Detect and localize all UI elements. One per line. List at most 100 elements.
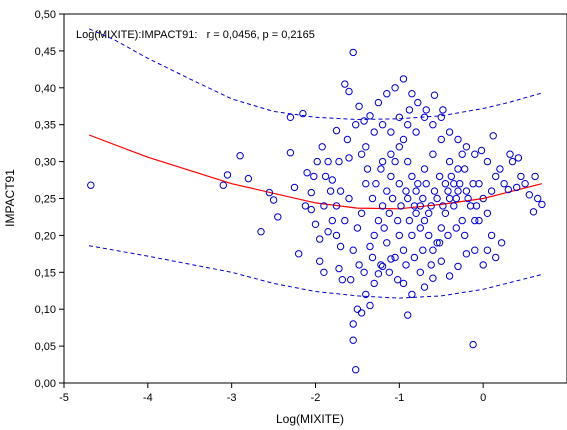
data-point (307, 188, 315, 197)
data-point (286, 113, 295, 122)
data-point (487, 231, 496, 240)
data-point (380, 224, 388, 232)
y-tick-label: 0,10 (35, 304, 56, 316)
data-point (444, 187, 452, 195)
data-point (404, 194, 412, 203)
data-point (320, 202, 328, 210)
data-point (374, 98, 383, 107)
data-point (429, 246, 437, 254)
x-tick-label: -1 (394, 392, 404, 404)
data-point (383, 239, 391, 247)
data-point (394, 276, 402, 284)
data-point (391, 253, 399, 262)
data-point (412, 187, 420, 195)
data-point (355, 261, 363, 269)
data-point (452, 224, 460, 232)
data-point (456, 180, 464, 188)
data-point (366, 112, 374, 120)
data-point (299, 109, 307, 118)
data-point (492, 172, 500, 181)
data-point (357, 309, 366, 317)
data-point (521, 180, 529, 188)
data-point (223, 171, 232, 179)
data-point (326, 187, 335, 195)
data-point (461, 231, 469, 240)
data-point (332, 231, 341, 240)
data-point (399, 279, 408, 288)
data-point (372, 180, 380, 188)
data-point (341, 80, 349, 88)
data-point (378, 202, 387, 210)
data-point (534, 194, 542, 203)
data-point (370, 279, 378, 288)
data-point (538, 200, 546, 209)
data-point (435, 239, 444, 247)
data-point (370, 128, 378, 136)
data-point (420, 216, 429, 225)
data-point (395, 143, 403, 151)
data-point (441, 209, 450, 218)
data-point (483, 246, 492, 254)
data-point (87, 181, 95, 189)
data-point (370, 231, 378, 240)
x-axis-title: Log(MIXITE) (276, 412, 344, 426)
data-point (419, 194, 427, 203)
data-point (404, 157, 412, 166)
y-tick-label: 0,05 (35, 341, 56, 353)
data-point (416, 268, 424, 276)
data-point (378, 262, 387, 271)
data-point (377, 165, 385, 173)
data-point (437, 135, 445, 144)
data-point (335, 264, 343, 273)
data-point (408, 231, 416, 240)
data-point (295, 250, 303, 258)
data-point (492, 253, 500, 262)
data-point (508, 157, 517, 166)
x-tick-label: -2 (311, 392, 321, 404)
data-point (506, 150, 514, 158)
data-point (439, 202, 447, 210)
data-point (345, 87, 353, 96)
fit-curve-line (88, 134, 543, 210)
data-point (404, 121, 412, 129)
data-point (452, 194, 460, 203)
data-point (353, 305, 362, 313)
data-point (433, 194, 441, 203)
data-point (408, 172, 416, 181)
data-point (504, 185, 512, 194)
data-point (360, 117, 368, 125)
data-point (362, 180, 370, 188)
data-point (310, 172, 318, 181)
data-point (461, 165, 469, 173)
data-point (462, 187, 471, 195)
data-point (444, 231, 452, 240)
data-point (394, 216, 402, 225)
data-point (419, 246, 427, 254)
data-point (353, 224, 362, 232)
data-point (352, 121, 360, 129)
data-point (269, 196, 278, 204)
y-tick-label: 0,00 (35, 378, 56, 390)
data-point (458, 150, 466, 158)
data-point (328, 176, 336, 184)
data-point (454, 187, 462, 195)
data-point (458, 216, 466, 225)
data-point (395, 231, 403, 240)
data-point (363, 165, 372, 173)
y-tick-label: 0,20 (35, 230, 56, 242)
data-point (387, 128, 395, 136)
data-point (338, 276, 346, 284)
data-point (437, 224, 445, 232)
data-point (383, 187, 391, 195)
data-point (464, 194, 472, 203)
y-tick-label: 0,35 (35, 120, 56, 132)
data-point (335, 157, 343, 166)
x-tick-label: 0 (480, 392, 486, 404)
data-point (385, 268, 393, 276)
data-point (374, 216, 383, 225)
data-point (529, 208, 538, 216)
data-point (496, 165, 504, 173)
data-point (416, 202, 424, 210)
data-point (414, 180, 422, 188)
data-point (362, 143, 370, 151)
